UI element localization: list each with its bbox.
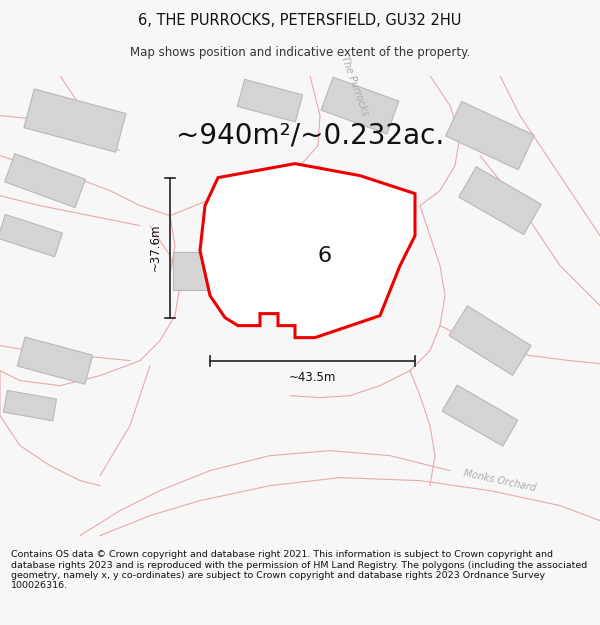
Text: Contains OS data © Crown copyright and database right 2021. This information is : Contains OS data © Crown copyright and d…: [11, 550, 587, 591]
Text: Monks Orchard: Monks Orchard: [463, 468, 537, 493]
Polygon shape: [225, 243, 295, 298]
Polygon shape: [321, 78, 399, 134]
Polygon shape: [24, 89, 126, 152]
Text: ~940m²/~0.232ac.: ~940m²/~0.232ac.: [176, 122, 444, 149]
Polygon shape: [459, 167, 541, 234]
Text: Map shows position and indicative extent of the property.: Map shows position and indicative extent…: [130, 46, 470, 59]
Polygon shape: [173, 252, 218, 289]
Polygon shape: [4, 391, 56, 421]
Polygon shape: [0, 214, 62, 257]
Text: The Purrocks: The Purrocks: [340, 54, 371, 117]
Text: 6: 6: [318, 246, 332, 266]
Polygon shape: [449, 306, 531, 376]
Text: ~37.6m: ~37.6m: [149, 224, 162, 271]
Polygon shape: [238, 79, 302, 122]
Polygon shape: [200, 164, 415, 338]
Polygon shape: [446, 101, 534, 170]
Text: ~43.5m: ~43.5m: [289, 371, 336, 384]
Polygon shape: [442, 385, 518, 446]
Polygon shape: [5, 154, 85, 208]
Polygon shape: [17, 337, 92, 384]
Text: 6, THE PURROCKS, PETERSFIELD, GU32 2HU: 6, THE PURROCKS, PETERSFIELD, GU32 2HU: [139, 12, 461, 28]
